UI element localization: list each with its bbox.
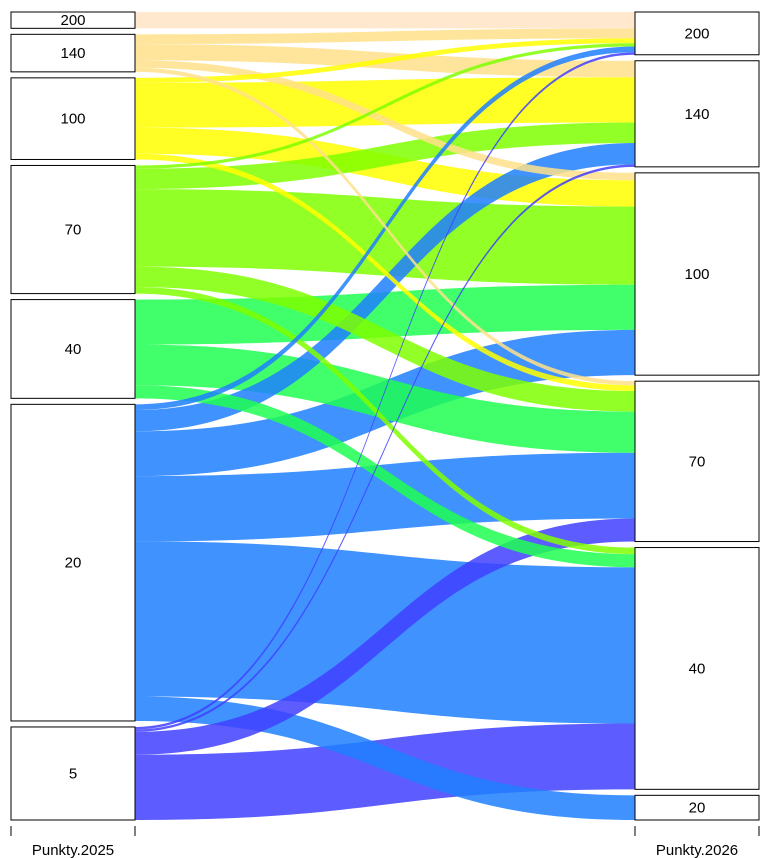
right-node-70: [634, 380, 760, 543]
left-node-140: [10, 33, 136, 73]
left-node-20: [10, 403, 136, 722]
left-node-5: [10, 726, 136, 821]
right-node-200: [634, 11, 760, 56]
right-node-40: [634, 547, 760, 790]
flow-5-to-200: [135, 52, 635, 730]
flow-5-to-140: [135, 164, 635, 732]
flow-200-to-200: [135, 12, 635, 29]
right-node-20: [634, 794, 760, 821]
flow-70-to-140: [135, 122, 635, 190]
left-node-label-40: 40: [65, 341, 82, 358]
flow-140-to-70: [135, 67, 635, 386]
flow-5-to-70: [135, 518, 635, 755]
flow-70-to-70: [135, 266, 635, 412]
flow-5-to-40: [135, 723, 635, 820]
left-node-100: [10, 77, 136, 160]
left-node-200: [10, 11, 136, 29]
flow-70-to-200: [135, 43, 635, 169]
left-node-label-70: 70: [65, 222, 82, 239]
flow-140-to-100: [135, 60, 635, 181]
right-node-label-100: 100: [684, 266, 709, 283]
right-axis-label: Punkty.2026: [656, 842, 738, 858]
flow-40-to-40: [135, 385, 635, 568]
right-node-label-20: 20: [689, 800, 706, 817]
flow-140-to-200: [135, 28, 635, 45]
right-axis-nodes: 200 140 100 70 40 20: [634, 11, 760, 821]
left-node-label-20: 20: [65, 555, 82, 572]
left-axis-nodes: 200 140 100 70 40 20 5: [10, 11, 136, 821]
flows-layer: [135, 12, 635, 820]
flow-100-to-70: [135, 153, 635, 392]
left-node-40: [10, 299, 136, 399]
right-node-100: [634, 172, 760, 376]
right-node-label-40: 40: [689, 660, 706, 677]
left-node-label-100: 100: [60, 111, 85, 128]
right-node-140: [634, 60, 760, 168]
flow-70-to-100: [135, 189, 635, 285]
left-node-70: [10, 164, 136, 295]
right-node-label-200: 200: [684, 25, 709, 42]
flow-100-to-200: [135, 38, 635, 83]
flow-20-to-70: [135, 452, 635, 542]
flow-20-to-140: [135, 143, 635, 432]
left-node-label-200: 200: [60, 12, 85, 29]
right-node-label-70: 70: [689, 453, 706, 470]
left-axis-label: Punkty.2025: [32, 842, 114, 858]
axes-layer: Punkty.2025 Punkty.2026: [10, 826, 760, 858]
left-node-label-140: 140: [60, 45, 85, 62]
right-node-label-140: 140: [684, 106, 709, 123]
flow-70-to-40: [135, 287, 635, 555]
left-node-label-5: 5: [69, 765, 77, 782]
